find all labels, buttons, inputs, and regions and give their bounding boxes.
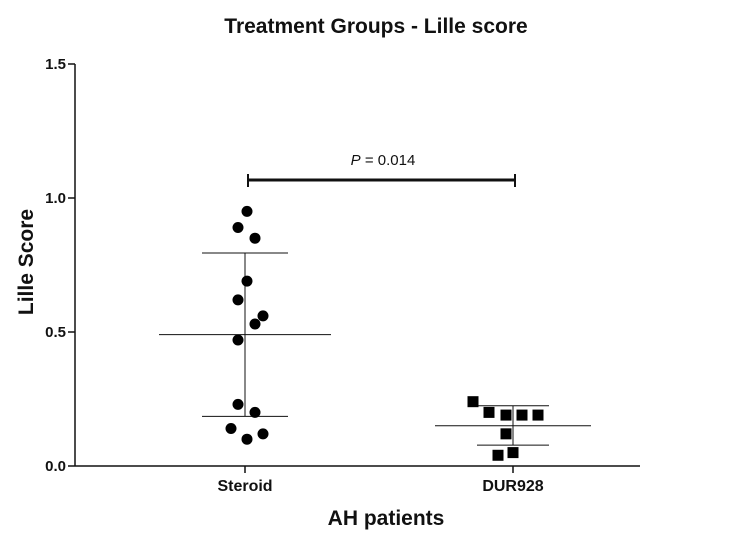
error-bars <box>159 252 591 446</box>
y-axis-title: Lille Score <box>15 209 38 315</box>
dur928-point <box>492 449 504 461</box>
steroid-point <box>257 428 269 440</box>
steroid-point <box>232 294 244 306</box>
dur928-point <box>500 428 512 440</box>
y-ticks: 0.0 0.5 1.0 1.5 <box>45 56 75 475</box>
x-axis-title: AH patients <box>328 507 445 530</box>
steroid-point <box>232 221 244 233</box>
dur928-point <box>483 406 495 418</box>
steroid-point <box>257 310 269 322</box>
steroid-point <box>225 422 237 434</box>
data-points <box>225 205 544 461</box>
steroid-point <box>241 205 253 217</box>
y-tick-label: 1.5 <box>45 56 66 73</box>
dur928-point <box>516 409 528 421</box>
p-symbol: P <box>351 152 361 169</box>
dur928-point <box>500 409 512 421</box>
steroid-point <box>241 275 253 287</box>
y-tick-label: 0.5 <box>45 324 66 341</box>
significance-bracket: P = 0.014 <box>247 152 516 187</box>
y-tick-label: 1.0 <box>45 190 66 207</box>
steroid-point <box>249 318 261 330</box>
steroid-point <box>241 433 253 445</box>
p-value-label: P = 0.014 <box>351 152 416 169</box>
steroid-point <box>249 406 261 418</box>
dur928-point <box>467 396 479 408</box>
steroid-point <box>232 398 244 410</box>
steroid-point <box>249 232 261 244</box>
x-ticks: Steroid DUR928 <box>217 466 544 495</box>
dur928-point <box>532 409 544 421</box>
axes <box>74 64 640 467</box>
steroid-point <box>232 334 244 346</box>
x-tick-label: Steroid <box>217 478 272 495</box>
p-value-text: = 0.014 <box>361 152 416 169</box>
chart-title: Treatment Groups - Lille score <box>224 15 527 38</box>
y-tick-label: 0.0 <box>45 458 66 475</box>
x-tick-label: DUR928 <box>482 478 543 495</box>
dur928-point <box>507 447 519 459</box>
